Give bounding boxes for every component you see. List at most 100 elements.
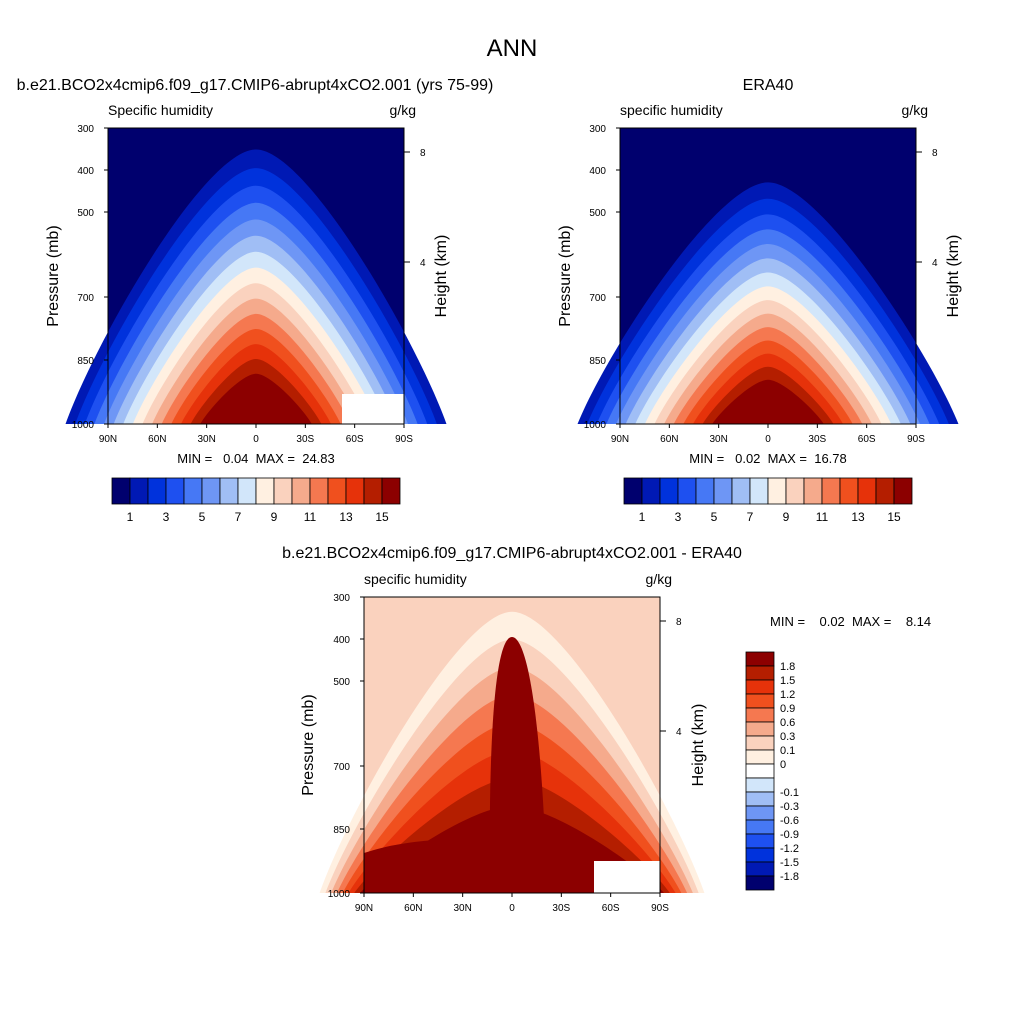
- colorbar-label: 1.5: [780, 675, 795, 687]
- y-tick-label: 850: [589, 356, 606, 367]
- colorbar-box: [745, 861, 775, 877]
- y-tick-label: 1000: [584, 420, 607, 431]
- colorbar-box: [111, 477, 131, 505]
- x-tick-label: 0: [765, 434, 771, 445]
- colorbar-box: [745, 763, 775, 779]
- min-max-stats: MIN = 0.02 MAX = 8.14: [770, 614, 931, 629]
- x-tick-label: 90S: [651, 903, 669, 914]
- y-right-axis-label: Height (km): [690, 704, 707, 787]
- colorbar-label: 0.1: [780, 745, 795, 757]
- colorbar-box: [201, 477, 221, 505]
- colorbar-box: [745, 833, 775, 849]
- y-tick-label: 700: [333, 762, 350, 773]
- colorbar-label: 9: [271, 510, 278, 524]
- x-tick-label: 60N: [660, 434, 678, 445]
- contour-level-15: [712, 379, 824, 424]
- panel-subtitle-left: specific humidity: [364, 571, 467, 587]
- contour-lower-band: [364, 833, 512, 893]
- colorbar-label: -1.8: [780, 871, 799, 883]
- panel-subtitle-right: g/kg: [390, 102, 416, 118]
- x-tick-label: 30N: [709, 434, 727, 445]
- colorbar-box: [875, 477, 895, 505]
- colorbar-box: [745, 777, 775, 793]
- colorbar-box: [745, 651, 775, 667]
- x-tick-label: 0: [509, 903, 515, 914]
- y-tick-label: 400: [333, 635, 350, 646]
- colorbar-label: -0.6: [780, 815, 799, 827]
- y-right-tick-label: 4: [420, 258, 426, 269]
- colorbar-box: [713, 477, 733, 505]
- colorbar-label: 9: [783, 510, 790, 524]
- colorbar-box: [857, 477, 877, 505]
- x-tick-label: 60N: [148, 434, 166, 445]
- colorbar-label: 1.2: [780, 689, 795, 701]
- missing-data-mask: [594, 861, 660, 893]
- contour-field-3: [319, 596, 705, 894]
- colorbar-label: 0.6: [780, 717, 795, 729]
- missing-data-mask: [342, 394, 404, 424]
- contour-field-1: [65, 127, 447, 425]
- colorbar-box: [327, 477, 347, 505]
- y-right-tick-label: 4: [932, 258, 938, 269]
- contour-plume: [489, 637, 547, 893]
- colorbar-box: [745, 679, 775, 695]
- panel-subtitle-left: Specific humidity: [108, 102, 213, 118]
- x-tick-label: 30N: [453, 903, 471, 914]
- colorbar-box: [785, 477, 805, 505]
- colorbar: 1 3 5 7 9 11 13 15: [623, 477, 913, 524]
- x-tick-label: 90N: [355, 903, 373, 914]
- min-max-stats: MIN = 0.02 MAX = 16.78: [689, 451, 847, 466]
- colorbar-box: [219, 477, 239, 505]
- colorbar-box: [129, 477, 149, 505]
- colorbar-box: [821, 477, 841, 505]
- colorbar-label: 7: [747, 510, 754, 524]
- y-tick-label: 500: [589, 208, 606, 219]
- x-tick-label: 60S: [858, 434, 876, 445]
- colorbar-label: 5: [711, 510, 718, 524]
- colorbar-label: 13: [339, 510, 353, 524]
- colorbar-label: -1.5: [780, 857, 799, 869]
- x-tick-label: 30S: [296, 434, 314, 445]
- colorbar-box: [745, 749, 775, 765]
- colorbar-box: [745, 693, 775, 709]
- colorbar-box: [641, 477, 661, 505]
- figure-title: ANN: [487, 35, 538, 62]
- colorbar-label: 3: [163, 510, 170, 524]
- colorbar-box: [273, 477, 293, 505]
- colorbar-label: 0.3: [780, 731, 795, 743]
- colorbar-box: [183, 477, 203, 505]
- y-tick-label: 300: [333, 593, 350, 604]
- colorbar-box: [165, 477, 185, 505]
- y-tick-label: 400: [77, 166, 94, 177]
- y-tick-label: 850: [333, 825, 350, 836]
- colorbar-box: [745, 847, 775, 863]
- y-axis-label: Pressure (mb): [557, 225, 574, 326]
- y-right-tick-label: 8: [676, 617, 682, 628]
- y-tick-label: 1000: [72, 420, 95, 431]
- y-tick-label: 700: [77, 293, 94, 304]
- colorbar-label: -0.1: [780, 787, 799, 799]
- x-tick-label: 90N: [99, 434, 117, 445]
- colorbar-box: [731, 477, 751, 505]
- colorbar: 1 3 5 7 9 11 13 15: [111, 477, 401, 524]
- x-tick-label: 90N: [611, 434, 629, 445]
- colorbar-label: 3: [675, 510, 682, 524]
- colorbar-box: [291, 477, 311, 505]
- x-tick-label: 0: [253, 434, 259, 445]
- colorbar-label: 15: [375, 510, 389, 524]
- colorbar-box: [677, 477, 697, 505]
- panel-subtitle-left: specific humidity: [620, 102, 723, 118]
- colorbar: 1.8 1.5 1.2 0.9 0.6 0.3 0.1 0 -0.1 -0.3 -0.6 -0.9 -1…: [745, 651, 799, 891]
- colorbar-label: 11: [304, 510, 317, 524]
- y-axis-label: Pressure (mb): [45, 225, 62, 326]
- colorbar-box: [767, 477, 787, 505]
- colorbar-label: 7: [235, 510, 242, 524]
- colorbar-box: [381, 477, 401, 505]
- x-tick-label: 90S: [395, 434, 413, 445]
- panel-subtitle-right: g/kg: [902, 102, 928, 118]
- panel-title: b.e21.BCO2x4cmip6.f09_g17.CMIP6-abrupt4x…: [282, 545, 742, 562]
- y-tick-label: 500: [77, 208, 94, 219]
- colorbar-box: [749, 477, 769, 505]
- colorbar-box: [745, 721, 775, 737]
